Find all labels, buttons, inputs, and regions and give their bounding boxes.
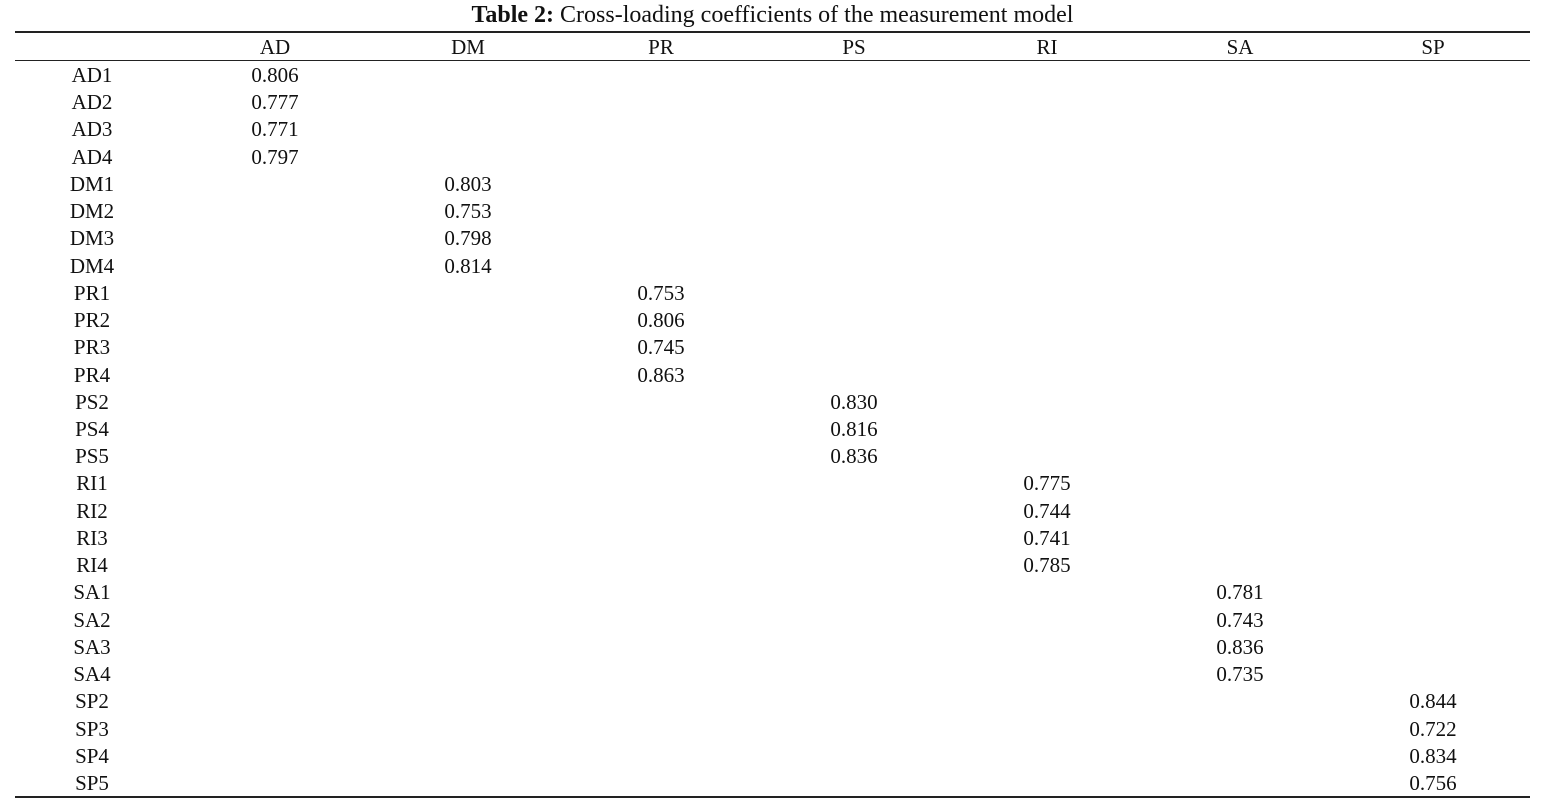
row-label: SP2 bbox=[75, 689, 109, 714]
loading-value: 0.735 bbox=[1216, 662, 1264, 687]
loading-value: 0.775 bbox=[1023, 471, 1071, 496]
loading-value: 0.777 bbox=[251, 90, 299, 115]
column-header: SA bbox=[1226, 35, 1254, 59]
column-header: SP bbox=[1421, 35, 1445, 59]
loading-value: 0.753 bbox=[637, 280, 685, 305]
loading-value: 0.781 bbox=[1216, 580, 1264, 605]
row-label: RI3 bbox=[76, 525, 108, 550]
loading-value: 0.814 bbox=[444, 253, 492, 278]
column-header: RI bbox=[1036, 35, 1058, 59]
loading-value: 0.756 bbox=[1409, 770, 1457, 795]
row-label: AD2 bbox=[71, 90, 113, 115]
row-label: SA2 bbox=[73, 607, 111, 632]
row-label: RI2 bbox=[76, 498, 108, 523]
loading-value: 0.803 bbox=[444, 171, 492, 196]
row-label: SA4 bbox=[73, 662, 111, 687]
row-label: DM3 bbox=[69, 226, 115, 251]
row-label: PS4 bbox=[75, 416, 109, 441]
column-header: AD bbox=[259, 35, 291, 59]
top-rule bbox=[15, 31, 1530, 33]
loading-value: 0.798 bbox=[444, 226, 492, 251]
row-label: DM4 bbox=[69, 253, 115, 278]
row-label: DM2 bbox=[69, 199, 115, 224]
row-label: PR3 bbox=[73, 335, 111, 360]
loading-value: 0.836 bbox=[1216, 634, 1264, 659]
row-label: PR2 bbox=[73, 308, 111, 333]
table-title: Table 2: Cross-loading coefficients of th… bbox=[0, 2, 1545, 29]
row-label: SA3 bbox=[73, 634, 111, 659]
loading-value: 0.844 bbox=[1409, 689, 1457, 714]
column-header: PR bbox=[648, 35, 674, 59]
row-label: AD3 bbox=[71, 117, 113, 142]
row-label: SA1 bbox=[73, 580, 111, 605]
row-label: PS5 bbox=[75, 444, 109, 469]
loading-value: 0.830 bbox=[830, 389, 878, 414]
loading-value: 0.834 bbox=[1409, 743, 1457, 768]
loading-value: 0.744 bbox=[1023, 498, 1071, 523]
row-label: DM1 bbox=[69, 171, 115, 196]
header-rule bbox=[15, 60, 1530, 61]
loading-value: 0.771 bbox=[251, 117, 299, 142]
row-label: RI1 bbox=[76, 471, 108, 496]
loading-value: 0.722 bbox=[1409, 716, 1457, 741]
title-label: Table 2: bbox=[471, 2, 555, 28]
loading-value: 0.785 bbox=[1023, 553, 1071, 578]
loading-value: 0.836 bbox=[830, 444, 878, 469]
loading-value: 0.806 bbox=[251, 63, 299, 87]
column-header: PS bbox=[842, 35, 866, 59]
row-label: SP5 bbox=[75, 770, 109, 795]
row-label: AD1 bbox=[71, 63, 113, 87]
loading-value: 0.753 bbox=[444, 199, 492, 224]
loading-value: 0.741 bbox=[1023, 525, 1071, 550]
bottom-rule bbox=[15, 796, 1530, 798]
row-label: SP4 bbox=[75, 743, 109, 768]
row-label: SP3 bbox=[75, 716, 109, 741]
loading-value: 0.806 bbox=[637, 308, 685, 333]
loading-value: 0.745 bbox=[637, 335, 685, 360]
row-label: AD4 bbox=[71, 144, 113, 169]
loading-value: 0.816 bbox=[830, 416, 878, 441]
loading-value: 0.743 bbox=[1216, 607, 1264, 632]
row-label: PR4 bbox=[73, 362, 111, 387]
column-header: DM bbox=[451, 35, 485, 59]
loading-value: 0.863 bbox=[637, 362, 685, 387]
row-label: PR1 bbox=[73, 280, 111, 305]
row-label: PS2 bbox=[75, 389, 109, 414]
title-text: Cross-loading coefficients of the measur… bbox=[560, 2, 1074, 28]
row-label: RI4 bbox=[76, 553, 108, 578]
loading-value: 0.797 bbox=[251, 144, 299, 169]
